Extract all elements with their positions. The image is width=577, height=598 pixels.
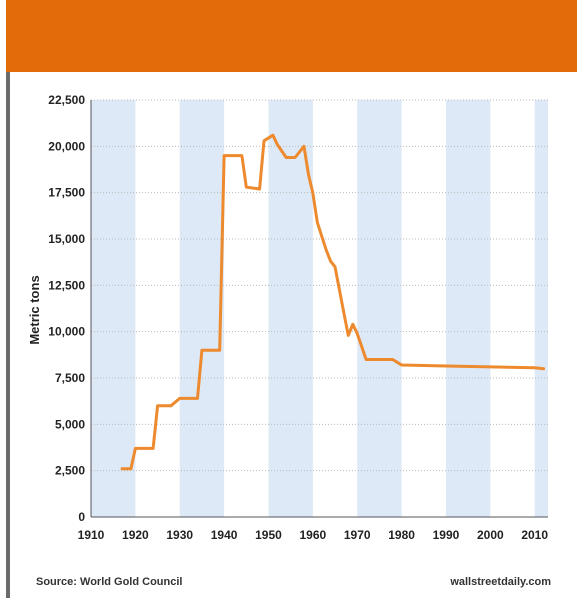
x-tick-1990: 1990	[433, 528, 460, 542]
x-tick-2000: 2000	[477, 528, 504, 542]
decade-band-1950	[268, 100, 313, 517]
y-tick-20000: 20,000	[48, 139, 85, 153]
y-tick-12500: 12,500	[48, 278, 85, 292]
chart-gridlines	[91, 99, 548, 472]
source-note: Source: World Gold Council	[36, 576, 183, 588]
y-tick-22500: 22,500	[48, 93, 85, 107]
x-tick-1920: 1920	[122, 528, 149, 542]
chart-series	[120, 133, 546, 471]
chart-background-bands	[91, 100, 548, 517]
series-line-0	[120, 133, 546, 471]
y-tick-2500: 2,500	[55, 464, 85, 478]
decade-band-1910	[91, 100, 136, 517]
site-credit: wallstreetdaily.com	[450, 576, 551, 588]
y-tick-10000: 10,000	[48, 325, 85, 339]
x-tick-2010: 2010	[521, 528, 548, 542]
x-tick-labels: 1910 1920 1930 1940 1950 1960 1970 1980 1990 2000…	[78, 528, 549, 542]
header-band	[6, 0, 577, 72]
y-axis-title: Metric tons	[27, 275, 42, 344]
x-tick-1930: 1930	[166, 528, 193, 542]
decade-band-1970	[357, 100, 402, 517]
x-tick-1940: 1940	[211, 528, 238, 542]
y-tick-17500: 17,500	[48, 186, 85, 200]
x-tick-1970: 1970	[344, 528, 371, 542]
y-tick-15000: 15,000	[48, 232, 85, 246]
y-tick-0: 0	[78, 510, 85, 524]
x-tick-1910: 1910	[78, 528, 105, 542]
y-tick-7500: 7,500	[55, 371, 85, 385]
chart-axes	[90, 100, 548, 518]
x-tick-1960: 1960	[299, 528, 326, 542]
decade-band-1990	[445, 100, 491, 517]
x-tick-1980: 1980	[388, 528, 415, 542]
left-border-rule	[6, 72, 10, 598]
decade-band-1930	[179, 100, 225, 517]
decade-band-2010	[534, 100, 548, 517]
y-tick-labels: 0 2,500 5,000 7,500 10,000 12,500 15,000 17,500…	[48, 93, 85, 524]
y-tick-5000: 5,000	[55, 417, 85, 431]
x-tick-1950: 1950	[255, 528, 282, 542]
